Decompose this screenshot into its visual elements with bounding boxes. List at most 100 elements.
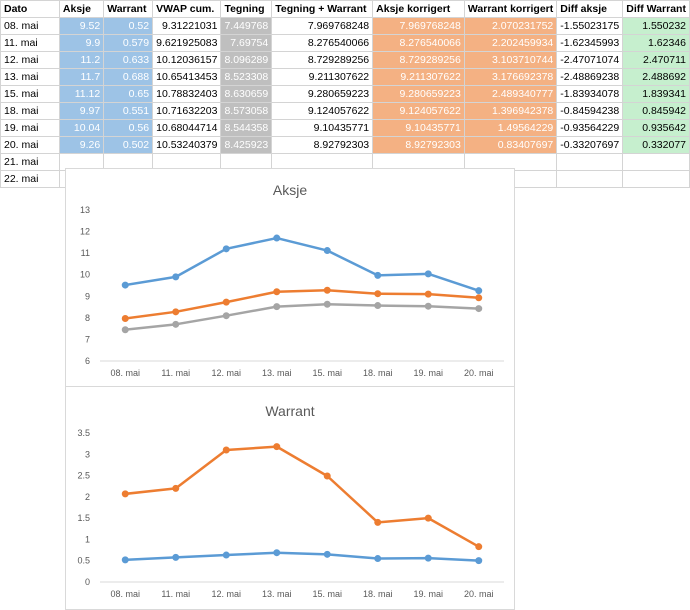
- value-cell[interactable]: 0.56: [103, 119, 154, 137]
- column-header[interactable]: Tegning + Warrant: [271, 0, 374, 18]
- value-cell[interactable]: -1.55023175: [556, 17, 624, 35]
- value-cell[interactable]: 8.630659: [220, 85, 273, 103]
- value-cell[interactable]: 3.176692378: [463, 68, 558, 86]
- column-header[interactable]: Warrant: [103, 0, 154, 18]
- chart-aksje[interactable]: Aksje 6 7 8 9 10 11 12 13 08. mai 11. mai 12. mai 13…: [65, 168, 515, 388]
- value-cell[interactable]: 10.53240379: [152, 136, 222, 154]
- value-cell[interactable]: 9.211307622: [372, 68, 465, 86]
- value-cell[interactable]: 7.449768: [220, 17, 273, 35]
- value-cell[interactable]: 0.845942: [622, 102, 690, 120]
- value-cell[interactable]: 0.935642: [622, 119, 690, 137]
- column-header[interactable]: Tegning: [220, 0, 273, 18]
- value-cell[interactable]: 11.12: [58, 85, 105, 103]
- value-cell[interactable]: -1.83934078: [556, 85, 624, 103]
- value-cell[interactable]: 10.12036157: [152, 51, 222, 69]
- value-cell[interactable]: 9.621925083: [152, 34, 222, 52]
- value-cell[interactable]: 1.396942378: [463, 102, 558, 120]
- value-cell[interactable]: 2.489340777: [463, 85, 558, 103]
- value-cell[interactable]: 1.550232: [622, 17, 690, 35]
- value-cell[interactable]: 8.92792303: [271, 136, 374, 154]
- value-cell[interactable]: 9.26: [58, 136, 105, 154]
- value-cell[interactable]: 9.10435771: [372, 119, 465, 137]
- value-cell[interactable]: 9.97: [58, 102, 105, 120]
- value-cell[interactable]: 10.78832403: [152, 85, 222, 103]
- value-cell[interactable]: 10.04: [58, 119, 105, 137]
- value-cell[interactable]: 8.276540066: [271, 34, 374, 52]
- value-cell[interactable]: 1.839341: [622, 85, 690, 103]
- date-cell[interactable]: 19. mai: [0, 119, 60, 137]
- date-cell[interactable]: 20. mai: [0, 136, 60, 154]
- value-cell[interactable]: 2.070231752: [463, 17, 558, 35]
- value-cell[interactable]: [622, 170, 690, 188]
- date-cell[interactable]: 08. mai: [0, 17, 60, 35]
- value-cell[interactable]: 7.969768248: [271, 17, 374, 35]
- value-cell[interactable]: 7.69754: [220, 34, 273, 52]
- value-cell[interactable]: 8.92792303: [372, 136, 465, 154]
- value-cell[interactable]: -0.84594238: [556, 102, 624, 120]
- value-cell[interactable]: 9.280659223: [372, 85, 465, 103]
- value-cell[interactable]: 0.579: [103, 34, 154, 52]
- value-cell[interactable]: 9.9: [58, 34, 105, 52]
- value-cell[interactable]: [556, 153, 624, 171]
- value-cell[interactable]: 2.202459934: [463, 34, 558, 52]
- value-cell[interactable]: 1.49564229: [463, 119, 558, 137]
- value-cell[interactable]: 2.488692: [622, 68, 690, 86]
- column-header[interactable]: VWAP cum.: [152, 0, 222, 18]
- column-header[interactable]: Aksje korrigert: [372, 0, 465, 18]
- value-cell[interactable]: 3.103710744: [463, 51, 558, 69]
- date-cell[interactable]: 15. mai: [0, 85, 60, 103]
- value-cell[interactable]: 8.096289: [220, 51, 273, 69]
- value-cell[interactable]: 1.62346: [622, 34, 690, 52]
- value-cell[interactable]: 9.124057622: [271, 102, 374, 120]
- value-cell[interactable]: 9.31221031: [152, 17, 222, 35]
- date-cell[interactable]: 18. mai: [0, 102, 60, 120]
- data-point: [374, 302, 382, 310]
- column-header[interactable]: Diff aksje: [556, 0, 624, 18]
- value-cell[interactable]: -2.47071074: [556, 51, 624, 69]
- date-cell[interactable]: 21. mai: [0, 153, 60, 171]
- value-cell[interactable]: 9.211307622: [271, 68, 374, 86]
- value-cell[interactable]: 0.332077: [622, 136, 690, 154]
- value-cell[interactable]: 10.68044714: [152, 119, 222, 137]
- value-cell[interactable]: 8.425923: [220, 136, 273, 154]
- date-cell[interactable]: 12. mai: [0, 51, 60, 69]
- value-cell[interactable]: 0.551: [103, 102, 154, 120]
- column-header[interactable]: Diff Warrant: [622, 0, 690, 18]
- column-header[interactable]: Dato: [0, 0, 60, 18]
- value-cell[interactable]: -1.62345993: [556, 34, 624, 52]
- value-cell[interactable]: 8.729289256: [372, 51, 465, 69]
- y-tick-label: 3.5: [77, 428, 90, 438]
- value-cell[interactable]: 9.280659223: [271, 85, 374, 103]
- value-cell[interactable]: -2.48869238: [556, 68, 624, 86]
- value-cell[interactable]: 0.65: [103, 85, 154, 103]
- value-cell[interactable]: 8.544358: [220, 119, 273, 137]
- date-cell[interactable]: 22. mai: [0, 170, 60, 188]
- value-cell[interactable]: 2.470711: [622, 51, 690, 69]
- column-header[interactable]: Warrant korrigert: [463, 0, 558, 18]
- value-cell[interactable]: 10.65413453: [152, 68, 222, 86]
- value-cell[interactable]: 0.83407697: [463, 136, 558, 154]
- column-header[interactable]: Aksje: [58, 0, 105, 18]
- value-cell[interactable]: 7.969768248: [372, 17, 465, 35]
- value-cell[interactable]: 9.124057622: [372, 102, 465, 120]
- chart-warrant[interactable]: Warrant 0 0.5 1 1.5 2 2.5 3 3.5 08. mai 11. mai 12.…: [65, 386, 515, 610]
- value-cell[interactable]: 0.688: [103, 68, 154, 86]
- value-cell[interactable]: 9.52: [58, 17, 105, 35]
- value-cell[interactable]: -0.33207697: [556, 136, 624, 154]
- value-cell[interactable]: 0.502: [103, 136, 154, 154]
- value-cell[interactable]: 8.729289256: [271, 51, 374, 69]
- value-cell[interactable]: [622, 153, 690, 171]
- value-cell[interactable]: 0.633: [103, 51, 154, 69]
- value-cell[interactable]: 0.52: [103, 17, 154, 35]
- value-cell[interactable]: 9.10435771: [271, 119, 374, 137]
- value-cell[interactable]: 8.276540066: [372, 34, 465, 52]
- date-cell[interactable]: 11. mai: [0, 34, 60, 52]
- value-cell[interactable]: 11.7: [58, 68, 105, 86]
- date-cell[interactable]: 13. mai: [0, 68, 60, 86]
- value-cell[interactable]: 11.2: [58, 51, 105, 69]
- value-cell[interactable]: 10.71632203: [152, 102, 222, 120]
- value-cell[interactable]: 8.573058: [220, 102, 273, 120]
- value-cell[interactable]: 8.523308: [220, 68, 273, 86]
- value-cell[interactable]: [556, 170, 624, 188]
- value-cell[interactable]: -0.93564229: [556, 119, 624, 137]
